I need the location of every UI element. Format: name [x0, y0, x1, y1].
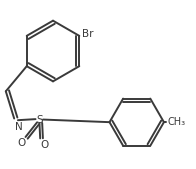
Text: Br: Br: [83, 29, 94, 39]
Text: S: S: [36, 115, 43, 125]
Text: CH₃: CH₃: [167, 117, 185, 127]
Text: O: O: [18, 138, 26, 148]
Text: O: O: [40, 140, 48, 150]
Text: N: N: [15, 122, 23, 132]
